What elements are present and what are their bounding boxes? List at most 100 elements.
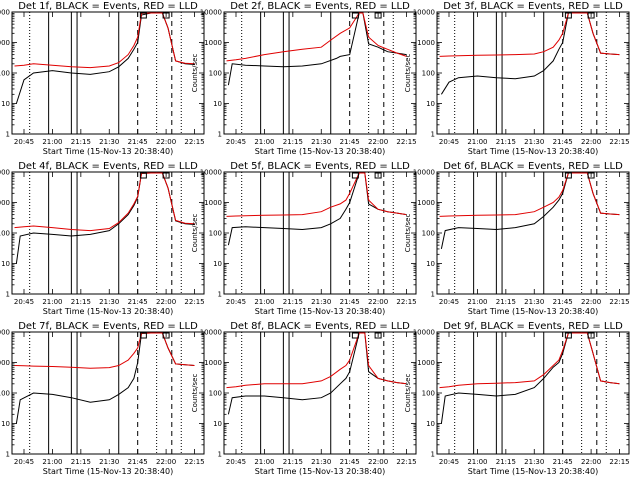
panel-title: Det 8f, BLACK = Events, RED = LLD: [230, 321, 410, 332]
y-tick-label: 1000: [417, 199, 435, 207]
y-tick-label: 100: [422, 70, 435, 78]
y-tick-label: 10: [1, 420, 10, 428]
panel-6: Det 6f, BLACK = Events, RED = LLD Counts/…: [404, 161, 630, 316]
x-tick-label: 21:45: [340, 298, 360, 306]
x-tick-label: 22:15: [396, 298, 416, 306]
y-tick-label: 1000: [417, 39, 435, 47]
panel-title: Det 4f, BLACK = Events, RED = LLD: [18, 161, 198, 172]
panel-2: Det 2f, BLACK = Events, RED = LLD Counts/…: [191, 1, 417, 156]
saturation-marker: [564, 332, 572, 339]
panel-9: Det 9f, BLACK = Events, RED = LLD Counts/…: [404, 321, 630, 476]
panel-8: Det 8f, BLACK = Events, RED = LLD Counts/…: [191, 321, 417, 476]
y-tick-label: 10: [213, 260, 222, 268]
saturation-marker: [139, 332, 147, 339]
x-tick-label: 22:00: [581, 138, 601, 146]
saturation-marker: [351, 12, 359, 19]
series-lld-line: [14, 12, 195, 69]
series-lld-line: [439, 172, 620, 217]
y-axis-label: Counts/sec: [191, 214, 199, 253]
panel-5: Det 5f, BLACK = Events, RED = LLD Counts/…: [191, 161, 417, 316]
x-tick-label: 21:15: [496, 298, 516, 306]
panel-title: Det 9f, BLACK = Events, RED = LLD: [443, 321, 623, 332]
x-tick-label: 20:45: [14, 458, 34, 466]
x-tick-label: 21:45: [128, 458, 148, 466]
plot-frame: [436, 171, 630, 295]
series-lld-line: [439, 12, 620, 57]
panel-title: Det 2f, BLACK = Events, RED = LLD: [230, 1, 410, 12]
series-events-line: [440, 172, 620, 250]
y-axis-label: Counts/sec: [404, 54, 412, 93]
y-axis-label: Counts/sec: [404, 214, 412, 253]
x-tick-label: 21:30: [99, 298, 119, 306]
x-tick-label: 21:30: [99, 138, 119, 146]
saturation-marker: [162, 12, 170, 19]
saturation-marker: [351, 332, 359, 339]
x-tick-label: 22:15: [184, 138, 204, 146]
x-tick-label: 21:30: [524, 298, 544, 306]
x-tick-label: 21:00: [467, 298, 487, 306]
x-axis-label: Start Time (15-Nov-13 20:38:40): [43, 307, 173, 316]
saturation-marker: [587, 12, 595, 19]
x-axis-label: Start Time (15-Nov-13 20:38:40): [255, 467, 385, 476]
y-tick-label: 10: [1, 100, 10, 108]
x-tick-label: 21:00: [254, 458, 274, 466]
x-tick-label: 22:00: [368, 298, 388, 306]
x-tick-label: 20:45: [14, 298, 34, 306]
y-tick-label: 10000: [200, 9, 222, 17]
series-events-line: [227, 332, 407, 415]
x-axis-label: Start Time (15-Nov-13 20:38:40): [255, 147, 385, 156]
y-tick-label: 10: [213, 100, 222, 108]
x-tick-label: 20:45: [439, 298, 459, 306]
x-tick-label: 20:45: [439, 138, 459, 146]
x-tick-label: 22:00: [368, 138, 388, 146]
plot-frame: [436, 331, 630, 455]
x-tick-label: 21:30: [524, 458, 544, 466]
x-tick-label: 21:45: [553, 138, 573, 146]
y-tick-label: 10000: [200, 329, 222, 337]
x-axis-label: Start Time (15-Nov-13 20:38:40): [468, 147, 598, 156]
y-tick-label: 100: [422, 390, 435, 398]
x-axis-label: Start Time (15-Nov-13 20:38:40): [43, 467, 173, 476]
y-tick-label: 100: [0, 70, 10, 78]
y-axis-label: Counts/sec: [191, 54, 199, 93]
series-lld-line: [14, 172, 195, 232]
x-tick-label: 22:15: [396, 458, 416, 466]
x-tick-label: 22:15: [609, 298, 629, 306]
y-tick-label: 10: [426, 420, 435, 428]
y-tick-label: 1: [218, 131, 222, 139]
y-tick-label: 10: [426, 100, 435, 108]
plot-frame: [11, 331, 205, 455]
x-tick-label: 21:45: [553, 298, 573, 306]
saturation-marker: [162, 172, 170, 179]
x-tick-label: 21:00: [254, 138, 274, 146]
saturation-marker: [139, 12, 147, 19]
x-tick-label: 21:45: [340, 138, 360, 146]
x-tick-label: 21:45: [128, 298, 148, 306]
y-tick-label: 1000: [204, 199, 222, 207]
series-lld-line: [439, 332, 620, 389]
y-tick-label: 100: [0, 390, 10, 398]
series-events-line: [227, 172, 407, 246]
y-tick-label: 10000: [413, 329, 435, 337]
saturation-marker: [374, 12, 382, 19]
panel-1: Det 1f, BLACK = Events, RED = LLD Counts/…: [0, 1, 205, 156]
x-tick-label: 20:45: [226, 138, 246, 146]
panel-3: Det 3f, BLACK = Events, RED = LLD Counts/…: [404, 1, 630, 156]
y-tick-label: 100: [209, 230, 222, 238]
y-tick-label: 100: [422, 230, 435, 238]
x-tick-label: 22:00: [156, 458, 176, 466]
saturation-marker: [374, 172, 382, 179]
y-tick-label: 100: [209, 390, 222, 398]
y-tick-label: 10000: [0, 329, 10, 337]
saturation-marker: [162, 332, 170, 339]
x-tick-label: 21:00: [467, 458, 487, 466]
y-tick-label: 1: [431, 291, 435, 299]
x-tick-label: 21:00: [42, 458, 62, 466]
plot-frame: [11, 171, 205, 295]
y-tick-label: 1: [6, 451, 10, 459]
plot-frame: [436, 11, 630, 135]
x-tick-label: 21:15: [71, 458, 91, 466]
y-tick-label: 10000: [200, 169, 222, 177]
panel-4: Det 4f, BLACK = Events, RED = LLD Counts/…: [0, 161, 205, 316]
y-axis-label: Counts/sec: [191, 374, 199, 413]
